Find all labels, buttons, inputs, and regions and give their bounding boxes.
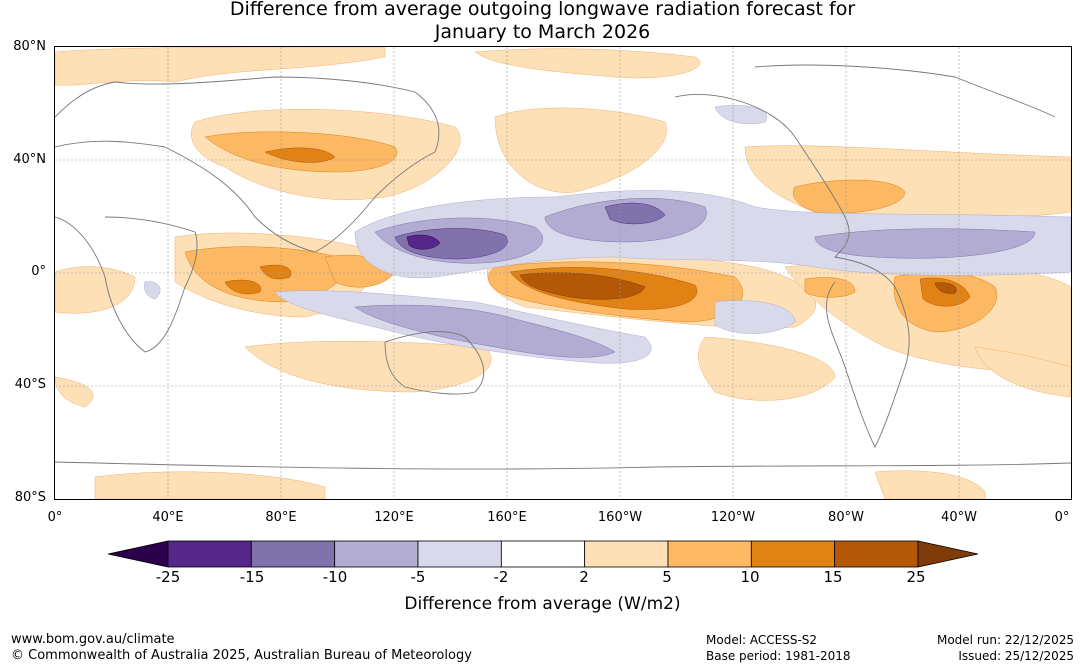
cbar-tick-minus-2: -2 xyxy=(493,568,509,586)
cbar-tick-2: 2 xyxy=(579,568,589,586)
cbar-tick-minus-25: -25 xyxy=(155,568,181,586)
title-line-1: Difference from average outgoing longwav… xyxy=(229,0,856,20)
map-svg xyxy=(55,47,1071,499)
colorbar-segment xyxy=(667,540,752,568)
lon-label-120w: 120°W xyxy=(710,510,756,525)
colorbar-title: Difference from average (W/m2) xyxy=(404,594,681,614)
footer-copyright: © Commonwealth of Australia 2025, Austra… xyxy=(11,648,472,663)
colorbar-arrow-low xyxy=(108,540,169,568)
gridlines xyxy=(55,47,1071,499)
lat-label-80n: 80°N xyxy=(13,39,46,54)
colorbar-arrow-high xyxy=(917,540,978,568)
cbar-tick-minus-10: -10 xyxy=(322,568,348,586)
colorbar-segment xyxy=(334,540,419,568)
lon-label-80e: 80°E xyxy=(265,510,297,525)
colorbar-segment xyxy=(584,540,669,568)
lon-label-160w: 160°W xyxy=(597,510,643,525)
colorbar-segment xyxy=(250,540,336,568)
lon-label-40w: 40°W xyxy=(941,510,977,525)
lat-label-40s: 40°S xyxy=(14,377,46,392)
olr-anomaly-map xyxy=(54,46,1072,500)
lat-label-80s: 80°S xyxy=(14,490,46,505)
footer-issued: Issued: 25/12/2025 xyxy=(958,649,1074,663)
colorbar-segment xyxy=(834,540,919,568)
colorbar xyxy=(108,540,978,568)
footer-website[interactable]: www.bom.gov.au/climate xyxy=(11,632,175,647)
colorbar-segment xyxy=(417,540,502,568)
lon-label-160e: 160°E xyxy=(487,510,527,525)
lon-label-0-right: 0° xyxy=(1054,510,1070,525)
lat-label-equator: 0° xyxy=(31,264,46,279)
colorbar-segment xyxy=(750,540,836,568)
lon-label-120e: 120°E xyxy=(374,510,414,525)
cbar-tick-25: 25 xyxy=(906,568,926,586)
footer-base-period: Base period: 1981-2018 xyxy=(706,649,851,663)
coastlines xyxy=(55,64,1071,470)
anomaly-minus-5-to-minus-10 xyxy=(354,198,1036,358)
map-title: Difference from average outgoing longwav… xyxy=(0,0,1085,44)
colorbar-segment xyxy=(167,540,252,568)
cbar-tick-minus-15: -15 xyxy=(239,568,265,586)
cbar-tick-5: 5 xyxy=(662,568,672,586)
lat-label-40n: 40°N xyxy=(13,152,46,167)
colorbar-segment xyxy=(500,540,586,568)
title-line-2: January to March 2026 xyxy=(434,21,651,43)
cbar-tick-10: 10 xyxy=(740,568,760,586)
lon-label-80w: 80°W xyxy=(828,510,864,525)
footer-model: Model: ACCESS-S2 xyxy=(706,633,818,647)
anomaly-15-to-25 xyxy=(519,272,957,300)
cbar-tick-15: 15 xyxy=(823,568,843,586)
footer-model-run: Model run: 22/12/2025 xyxy=(936,633,1074,647)
lon-label-0-left: 0° xyxy=(47,510,63,525)
lon-label-40e: 40°E xyxy=(152,510,184,525)
cbar-tick-minus-5: -5 xyxy=(410,568,426,586)
anomaly-minus-15-to-minus-25 xyxy=(406,234,441,250)
